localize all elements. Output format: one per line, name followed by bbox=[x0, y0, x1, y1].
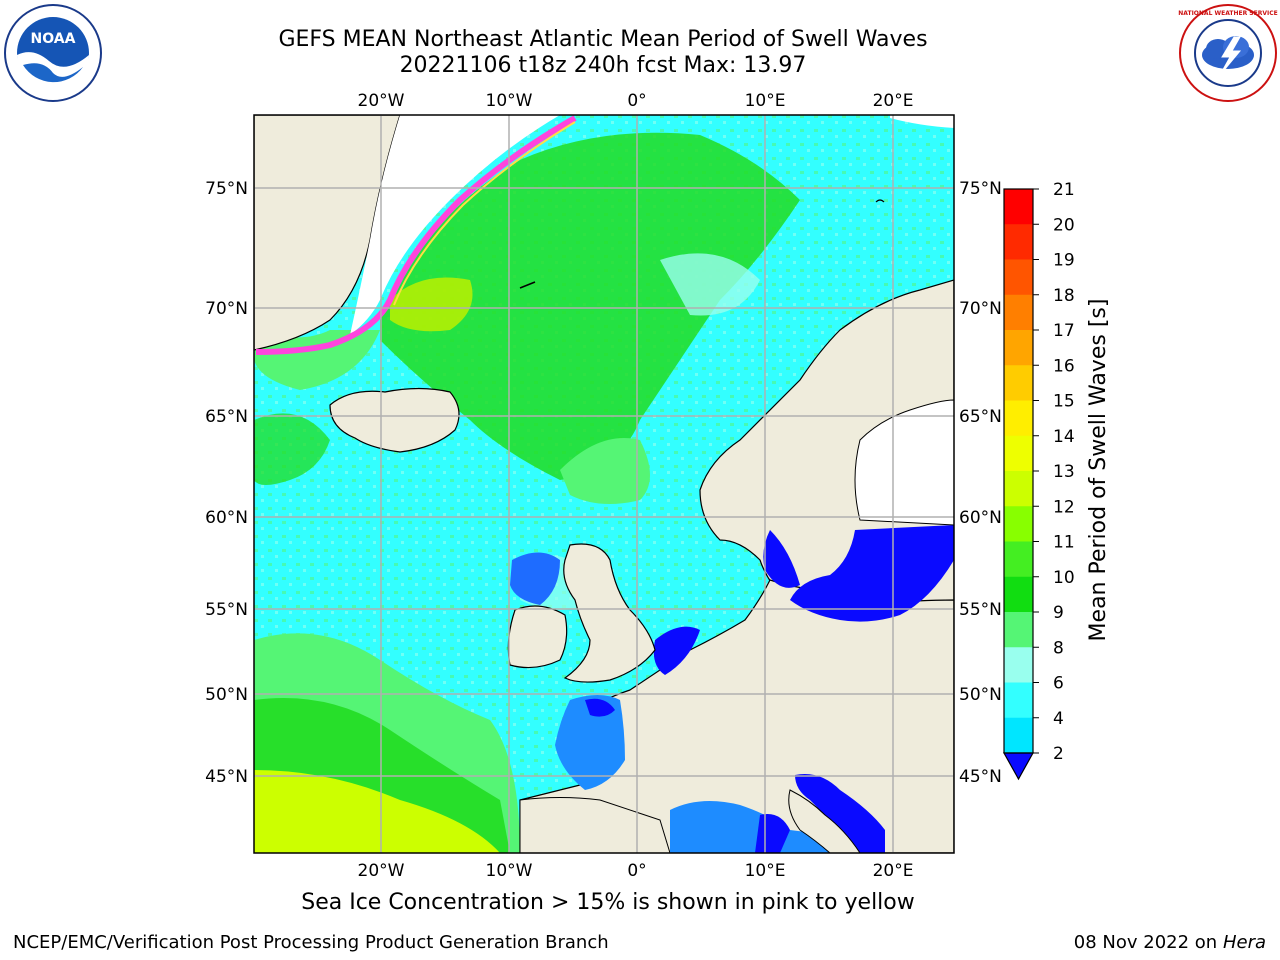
sea-ice bbox=[350, 115, 560, 335]
lat-tick-right-7: 45°N bbox=[959, 767, 1002, 787]
colorbar-segment bbox=[1004, 541, 1033, 578]
colorbar-segment bbox=[1004, 612, 1033, 648]
colorbar-tick-label: 2 bbox=[1053, 744, 1064, 764]
colorbar-tick-label: 12 bbox=[1053, 497, 1075, 517]
lat-ticks-right: 75°N 70°N 65°N 60°N 55°N 50°N 45°N bbox=[959, 179, 1002, 787]
lat-ticks-left: 75°N 70°N 65°N 60°N 55°N 50°N 45°N bbox=[205, 179, 248, 787]
map-gridlines bbox=[254, 115, 954, 853]
footer-date: 08 Nov 2022 on Hera bbox=[1074, 932, 1266, 953]
swell-yellowgreen-north bbox=[390, 277, 473, 332]
swell-yellowgreen-south bbox=[254, 770, 500, 853]
colorbar-segment bbox=[1004, 506, 1033, 542]
sea-ice-note: Sea Ice Concentration > 15% is shown in … bbox=[301, 890, 915, 915]
lat-tick-left-5: 55°N bbox=[205, 600, 248, 620]
lat-tick-left-3: 65°N bbox=[205, 407, 248, 427]
nws-logo-text: NATIONAL WEATHER SERVICE bbox=[1178, 10, 1277, 17]
colorbar-segment bbox=[1004, 224, 1033, 260]
colorbar-label: Mean Period of Swell Waves [s] bbox=[1086, 299, 1111, 642]
lat-tick-left-4: 60°N bbox=[205, 508, 248, 528]
colorbar-tick-label: 18 bbox=[1053, 286, 1075, 306]
colorbar-tick-label: 10 bbox=[1053, 568, 1075, 588]
colorbar-tick-label: 8 bbox=[1053, 638, 1064, 658]
colorbar-tick-label: 21 bbox=[1053, 180, 1075, 200]
colorbar-tick-label: 14 bbox=[1053, 427, 1075, 447]
colorbar-segment bbox=[1004, 365, 1033, 401]
lat-tick-left-7: 45°N bbox=[205, 767, 248, 787]
lat-tick-left-2: 70°N bbox=[205, 299, 248, 319]
baltic-sea bbox=[790, 525, 954, 622]
lon-tick-bottom-4: 10°E bbox=[745, 861, 786, 881]
north-sea-shallow bbox=[653, 626, 700, 675]
noaa-logo: NOAA bbox=[4, 4, 102, 102]
colorbar-tick-label: 9 bbox=[1053, 603, 1064, 623]
noaa-logo-text: NOAA bbox=[31, 31, 76, 47]
map-field bbox=[254, 115, 954, 853]
colorbar-extend-arrow bbox=[1002, 752, 1035, 781]
lat-tick-right-2: 70°N bbox=[959, 299, 1002, 319]
svalbard-ice bbox=[890, 115, 954, 128]
colorbar-segment bbox=[1004, 330, 1033, 366]
colorbar-tick-label: 16 bbox=[1053, 356, 1075, 376]
lon-tick-top-3: 0° bbox=[627, 91, 646, 111]
colorbar-tick-label: 17 bbox=[1053, 321, 1075, 341]
lon-ticks-top: 20°W 10°W 0° 10°E 20°E bbox=[358, 91, 914, 111]
colorbar-segment bbox=[1004, 471, 1033, 507]
lat-tick-right-1: 75°N bbox=[959, 179, 1002, 199]
lon-tick-bottom-2: 10°W bbox=[486, 861, 533, 881]
lat-tick-right-3: 65°N bbox=[959, 407, 1002, 427]
lat-tick-right-5: 55°N bbox=[959, 600, 1002, 620]
ireland-land bbox=[507, 605, 568, 669]
lat-tick-right-4: 60°N bbox=[959, 508, 1002, 528]
adriatic-sea bbox=[795, 774, 885, 853]
lon-tick-bottom-5: 20°E bbox=[873, 861, 914, 881]
swell-green-north bbox=[380, 132, 800, 480]
chart-title: GEFS MEAN Northeast Atlantic Mean Period… bbox=[278, 27, 928, 52]
footer-machine: Hera bbox=[1222, 932, 1266, 953]
nws-logo: NATIONAL WEATHER SERVICE bbox=[1178, 4, 1278, 102]
lon-tick-top-5: 20°E bbox=[873, 91, 914, 111]
colorbar-tick-label: 20 bbox=[1053, 215, 1075, 235]
colorbar-segment bbox=[1004, 647, 1033, 683]
chart-subtitle: 20221106 t18z 240h fcst Max: 13.97 bbox=[399, 53, 807, 78]
lon-tick-top-1: 20°W bbox=[358, 91, 405, 111]
colorbar-segment bbox=[1004, 682, 1033, 719]
sea-ice-edge bbox=[255, 115, 577, 355]
colorbar-segment bbox=[1004, 576, 1033, 613]
lon-tick-bottom-3: 0° bbox=[627, 861, 646, 881]
colorbar-segment bbox=[1004, 189, 1033, 225]
swell-green-light-north bbox=[254, 330, 380, 390]
colorbar-tick-label: 4 bbox=[1053, 709, 1064, 729]
lon-tick-top-4: 10°E bbox=[745, 91, 786, 111]
lat-tick-left-1: 75°N bbox=[205, 179, 248, 199]
iberia-land bbox=[519, 797, 671, 853]
colorbar-segment bbox=[1004, 259, 1033, 296]
map-frame bbox=[253, 114, 955, 854]
footer-credit: NCEP/EMC/Verification Post Processing Pr… bbox=[13, 932, 609, 953]
iceland-land bbox=[329, 387, 460, 453]
lat-tick-left-6: 50°N bbox=[205, 685, 248, 705]
colorbar-segment bbox=[1004, 294, 1033, 331]
lon-ticks-bottom: 20°W 10°W 0° 10°E 20°E bbox=[358, 861, 914, 881]
colorbar-tick-label: 11 bbox=[1053, 533, 1075, 553]
colorbar-segment bbox=[1004, 717, 1033, 754]
colorbar-tick-label: 19 bbox=[1053, 251, 1075, 271]
lon-tick-bottom-1: 20°W bbox=[358, 861, 405, 881]
colorbar: 21 20 19 18 17 16 15 14 13 12 11 10 9 8 6 4 2 bbox=[1002, 180, 1075, 781]
britain-land bbox=[563, 543, 656, 683]
lon-tick-top-2: 10°W bbox=[486, 91, 533, 111]
lat-tick-right-6: 50°N bbox=[959, 685, 1002, 705]
colorbar-segment bbox=[1004, 435, 1033, 472]
colorbar-segment bbox=[1004, 400, 1033, 437]
colorbar-tick-label: 13 bbox=[1053, 462, 1075, 482]
colorbar-tick-label: 6 bbox=[1053, 674, 1064, 694]
footer-date-text: 08 Nov 2022 on bbox=[1073, 932, 1218, 953]
biscay-blue bbox=[555, 695, 625, 790]
colorbar-tick-label: 15 bbox=[1053, 392, 1075, 412]
italy-land bbox=[788, 789, 861, 853]
